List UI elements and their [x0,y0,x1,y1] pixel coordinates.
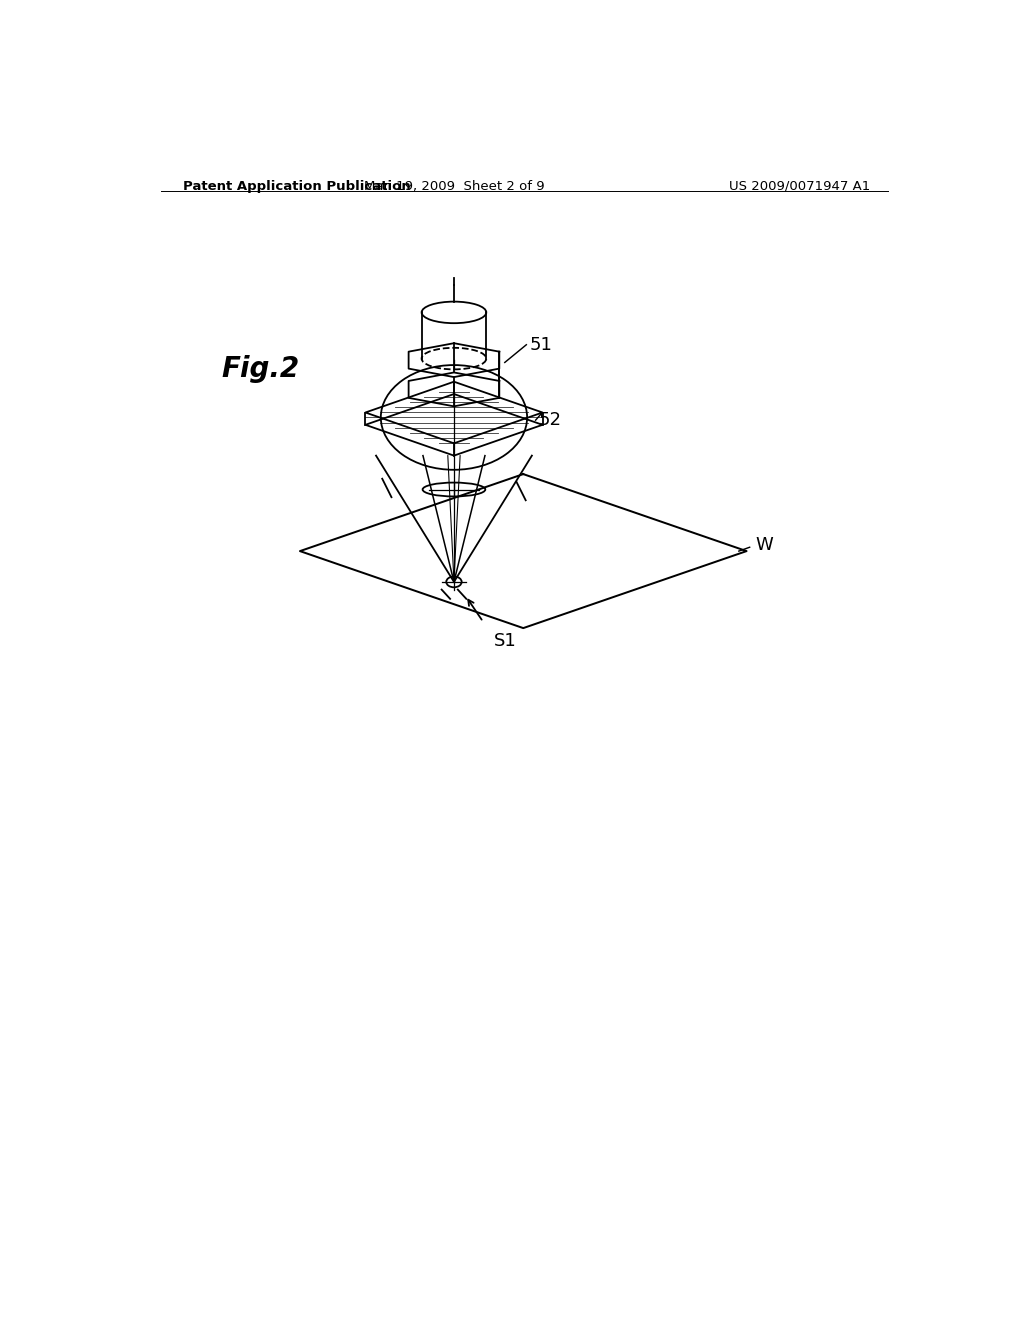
Text: S1: S1 [494,632,517,649]
Text: US 2009/0071947 A1: US 2009/0071947 A1 [728,180,869,193]
Text: W: W [756,536,773,554]
Text: Fig.2: Fig.2 [221,355,300,383]
Text: 51: 51 [529,335,552,354]
Text: 52: 52 [539,412,561,429]
Text: Mar. 19, 2009  Sheet 2 of 9: Mar. 19, 2009 Sheet 2 of 9 [364,180,545,193]
Text: Patent Application Publication: Patent Application Publication [183,180,411,193]
